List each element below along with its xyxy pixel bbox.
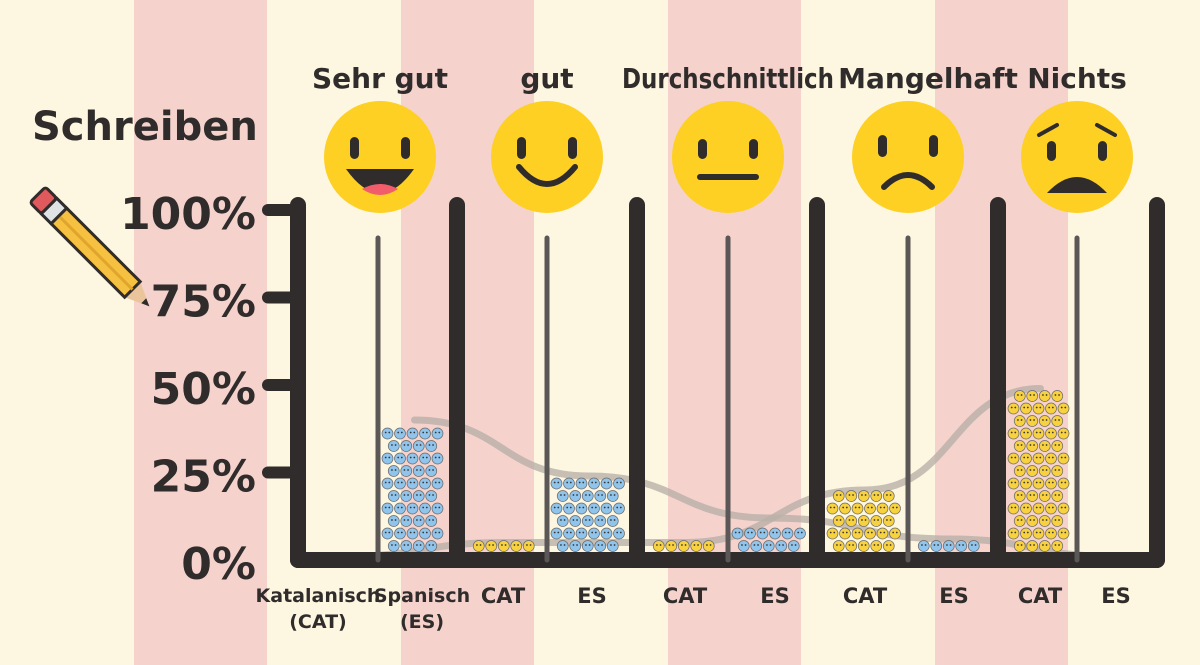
x-label: Spanisch [374, 585, 470, 607]
es-bar [732, 518, 807, 552]
cat-bar [647, 543, 724, 553]
y-tick-label: 25% [151, 452, 256, 503]
x-label: (ES) [400, 611, 444, 633]
sad-face-icon [852, 101, 964, 213]
category-headers: Sehr gut gut Durchschnittlich Mangelhaft Nic… [312, 62, 1133, 213]
x-label: Katalanisch [256, 585, 381, 607]
y-axis: 100% 75% 50% 25% 0% [120, 189, 306, 590]
x-label: CAT [843, 584, 888, 608]
x-label: (CAT) [289, 611, 347, 633]
es-bar [912, 539, 988, 552]
category-header: Nichts [1027, 62, 1127, 95]
x-axis-labels: Katalanisch (CAT) Spanisch (ES) CAT ES CAT ES CA… [256, 584, 1131, 633]
category-header: Mangelhaft [838, 62, 1018, 95]
x-label: ES [760, 584, 789, 608]
x-label: ES [1101, 584, 1130, 608]
emoji-dot-fills [381, 390, 1070, 552]
es-bar [382, 420, 447, 552]
y-tick-label: 50% [151, 364, 256, 415]
pencil-icon [29, 186, 150, 307]
x-label: CAT [1018, 584, 1063, 608]
category-header: Durchschnittlich [622, 62, 834, 95]
es-bar [551, 476, 627, 552]
x-label: ES [939, 584, 968, 608]
cat-bar [1008, 389, 1073, 553]
cat-bar [827, 490, 904, 552]
category-header: Sehr gut [312, 62, 448, 95]
y-tick-label: 0% [181, 539, 256, 590]
very-happy-face-icon [324, 101, 436, 213]
neutral-face-icon [672, 101, 784, 213]
category-header: gut [520, 62, 573, 95]
chart-frame [290, 197, 1165, 568]
chart-title: Schreiben [32, 104, 258, 150]
cat-bar [467, 543, 543, 553]
y-tick-label: 75% [151, 277, 256, 328]
y-tick-label: 100% [120, 189, 256, 240]
x-label: CAT [663, 584, 708, 608]
background-stripe [134, 0, 267, 665]
x-label: CAT [481, 584, 526, 608]
x-label: ES [577, 584, 606, 608]
worried-face-icon [1021, 101, 1133, 213]
happy-face-icon [491, 101, 603, 213]
